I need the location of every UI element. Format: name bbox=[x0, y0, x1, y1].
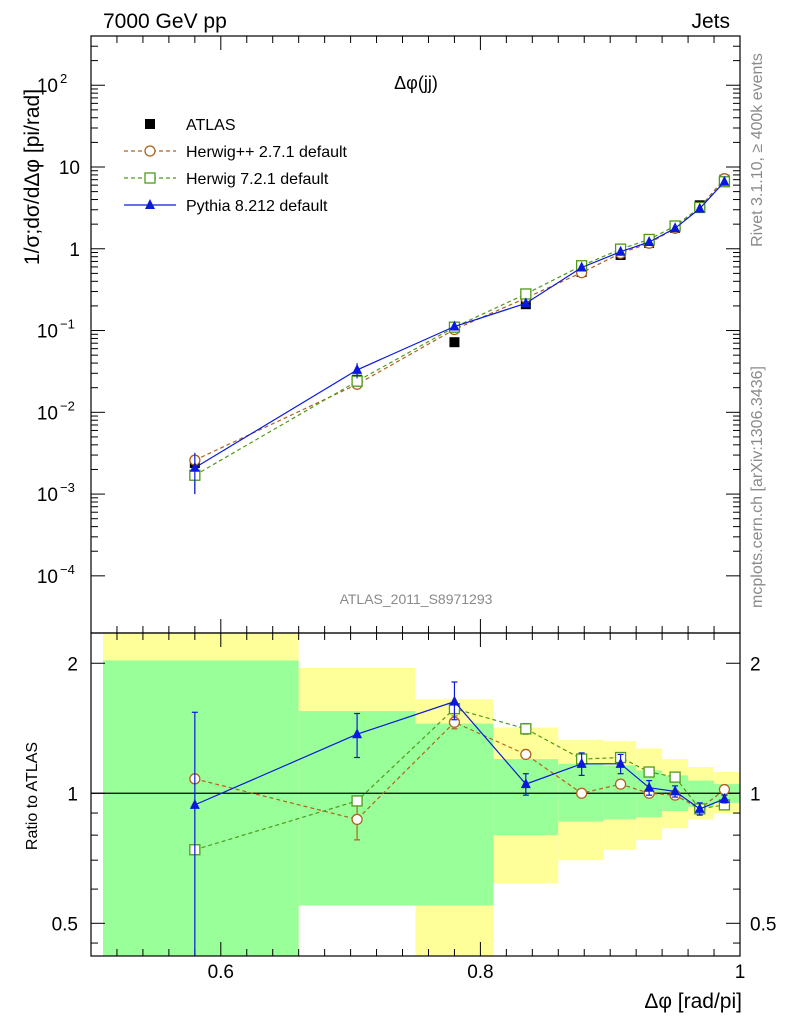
main-series-layer bbox=[189, 173, 731, 495]
legend-marker bbox=[144, 145, 156, 157]
main-y-tick-exponent: −4 bbox=[60, 562, 75, 577]
x-tick-label: 0.6 bbox=[208, 962, 234, 983]
ratio-data-point bbox=[520, 748, 532, 761]
main-y-tick-label: 10 bbox=[59, 158, 80, 179]
ratio-series-line bbox=[194, 721, 725, 821]
legend-marker bbox=[145, 199, 155, 209]
main-data-point bbox=[644, 235, 655, 246]
main-y-tick-exponent: 2 bbox=[60, 71, 67, 86]
ratio-data-point bbox=[719, 792, 730, 803]
legend: ATLAS Herwig++ 2.7.1 default Herwig 7.2.1 … bbox=[124, 117, 348, 215]
main-data-point bbox=[449, 337, 460, 348]
ratio-data-point bbox=[351, 813, 363, 826]
ratio-band-green bbox=[493, 759, 559, 836]
header-right: Jets bbox=[691, 10, 730, 33]
ratio-data-point bbox=[575, 787, 588, 799]
ratio-y-axis-label: Ratio to ATLAS bbox=[24, 742, 41, 850]
ratio-data-point bbox=[643, 766, 655, 778]
main-y-tick-label: 10 bbox=[37, 76, 58, 97]
legend-entry-label: ATLAS bbox=[186, 117, 236, 134]
rivet-version-label: Rivet 3.1.10, ≥ 400k events bbox=[749, 53, 766, 247]
main-data-point bbox=[615, 245, 626, 256]
ratio-series-layer bbox=[189, 681, 731, 956]
ratio-y-tick-label-right: 2 bbox=[750, 654, 761, 675]
main-data-point bbox=[520, 297, 531, 308]
legend-entry-label: Herwig++ 2.7.1 default bbox=[186, 144, 348, 161]
ratio-data-point bbox=[351, 795, 363, 807]
ratio-data-point bbox=[352, 728, 363, 739]
main-y-tick-exponent: −2 bbox=[60, 398, 75, 413]
ratio-plot-frame bbox=[90, 632, 741, 957]
ratio-y-tick-label-right: 1 bbox=[750, 784, 761, 805]
main-plot: Δφ(jj) ATLAS_2011_S8971293 1/σ;dσ/dΔφ [p… bbox=[21, 73, 493, 607]
ratio-data-point bbox=[576, 757, 587, 768]
legend-marker bbox=[145, 119, 155, 129]
legend-marker bbox=[144, 172, 156, 184]
main-data-point bbox=[189, 461, 200, 472]
ratio-series-line bbox=[194, 700, 725, 810]
ratio-band-green bbox=[603, 765, 637, 820]
main-y-tick-exponent: −1 bbox=[60, 317, 75, 332]
ratio-data-point bbox=[520, 723, 532, 735]
main-y-tick-label: 10 bbox=[37, 485, 58, 506]
ratio-y-tick-label-right: 0.5 bbox=[750, 914, 776, 935]
ratio-y-tick-label-left: 0.5 bbox=[52, 914, 78, 935]
ratio-data-point bbox=[670, 785, 681, 796]
ratio-y-tick-label-left: 1 bbox=[67, 784, 78, 805]
ratio-ticks: Ratio to ATLAS Δφ [rad/pi] 0.5 0.5 1 1 2 2 0.6… bbox=[24, 633, 776, 1013]
main-series-line bbox=[194, 181, 725, 469]
ratio-data-point bbox=[615, 757, 626, 768]
main-y-tick-label: 10 bbox=[37, 322, 58, 343]
ratio-band-green bbox=[415, 723, 494, 906]
ratio-data-point bbox=[644, 781, 655, 792]
ratio-data-point bbox=[669, 771, 681, 783]
main-y-tick-label: 10 bbox=[37, 567, 58, 588]
ratio-data-point bbox=[189, 798, 200, 809]
x-tick-label: 1 bbox=[735, 962, 746, 983]
main-y-tick-label: 10 bbox=[37, 403, 58, 424]
ratio-y-tick-label-left: 2 bbox=[67, 654, 78, 675]
x-axis-label: Δφ [rad/pi] bbox=[644, 990, 742, 1013]
ratio-data-point bbox=[694, 802, 705, 813]
main-data-point bbox=[694, 202, 705, 213]
header-left: 7000 GeV pp bbox=[103, 10, 227, 33]
ratio-data-point bbox=[614, 778, 627, 790]
analysis-watermark: ATLAS_2011_S8971293 bbox=[340, 591, 493, 607]
main-plot-title: Δφ(jj) bbox=[394, 73, 438, 93]
x-tick-label: 0.8 bbox=[467, 962, 493, 983]
ratio-data-point bbox=[449, 695, 460, 706]
legend-entry-label: Herwig 7.2.1 default bbox=[186, 171, 329, 188]
ratio-data-point bbox=[520, 778, 531, 789]
legend-entry-label: Pythia 8.212 default bbox=[186, 198, 328, 215]
main-y-axis-label: 1/σ;dσ/dΔφ [pi/rad] bbox=[21, 89, 44, 265]
ratio-band-green bbox=[103, 660, 299, 956]
main-data-point bbox=[352, 363, 363, 374]
main-y-tick-exponent: −3 bbox=[60, 480, 75, 495]
main-data-point bbox=[670, 222, 681, 233]
mcplots-reference-label: mcplots.cern.ch [arXiv:1306.3436] bbox=[749, 366, 766, 608]
main-data-point bbox=[719, 175, 730, 186]
main-y-tick-label: 1 bbox=[69, 240, 80, 261]
main-data-point bbox=[449, 320, 460, 331]
main-data-point bbox=[576, 261, 587, 272]
